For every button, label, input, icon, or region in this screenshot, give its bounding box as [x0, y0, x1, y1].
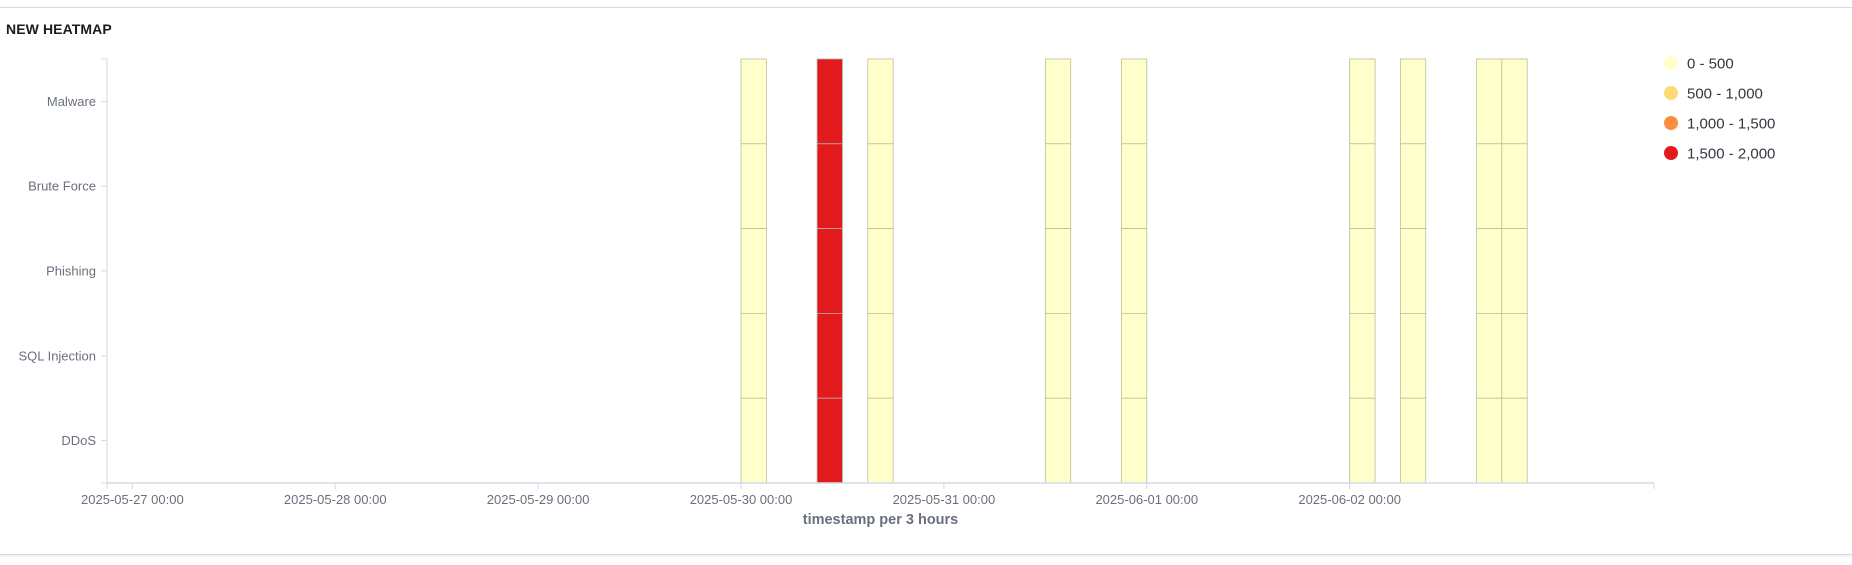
x-tick-label: 2025-05-28 00:00 [284, 492, 387, 507]
heatmap-cells [740, 58, 1528, 484]
heatmap-cell[interactable] [1121, 397, 1148, 484]
x-tick-label: 2025-05-30 00:00 [690, 492, 793, 507]
legend-swatch [1664, 86, 1678, 100]
legend-swatch [1664, 116, 1678, 130]
heatmap-cell[interactable] [1044, 58, 1072, 145]
heatmap-cell[interactable] [1476, 312, 1503, 399]
heatmap-cell[interactable] [1501, 143, 1528, 230]
heatmap-cell[interactable] [1399, 312, 1427, 399]
heatmap-cell[interactable] [1044, 228, 1072, 314]
x-tick-label: 2025-05-27 00:00 [81, 492, 184, 507]
heatmap-cell[interactable] [816, 228, 843, 314]
x-tick-label: 2025-06-01 00:00 [1095, 492, 1198, 507]
heatmap-cell[interactable] [816, 58, 843, 145]
heatmap-cell[interactable] [1349, 143, 1376, 230]
heatmap-cell[interactable] [1121, 312, 1148, 399]
y-tick-label: Brute Force [28, 179, 96, 194]
legend-swatch [1664, 146, 1678, 160]
heatmap-cell[interactable] [1349, 58, 1376, 145]
heatmap-cell[interactable] [816, 143, 843, 230]
heatmap-cell[interactable] [1044, 397, 1072, 484]
legend-item[interactable]: 1,500 - 2,000 [1664, 146, 1775, 163]
heatmap-cell[interactable] [1399, 228, 1427, 314]
x-tick-label: 2025-05-31 00:00 [893, 492, 996, 507]
heatmap-cell[interactable] [867, 397, 894, 484]
heatmap-cell[interactable] [867, 143, 894, 230]
legend-label: 1,500 - 2,000 [1687, 146, 1775, 163]
x-axis-title: timestamp per 3 hours [803, 512, 959, 528]
heatmap-cell[interactable] [1476, 143, 1503, 230]
y-tick-label: SQL Injection [18, 348, 96, 363]
legend-item[interactable]: 500 - 1,000 [1664, 86, 1763, 103]
heatmap-cell[interactable] [1349, 312, 1376, 399]
heatmap-axes: Malware Brute Force Phishing SQL Injection D… [18, 58, 1655, 528]
heatmap-cell[interactable] [816, 397, 843, 484]
heatmap-cell[interactable] [1349, 228, 1376, 314]
heatmap-cell[interactable] [740, 228, 767, 314]
heatmap-cell[interactable] [740, 143, 767, 230]
legend-label: 1,000 - 1,500 [1687, 116, 1775, 133]
legend-item[interactable]: 0 - 500 [1664, 56, 1734, 73]
heatmap-cell[interactable] [740, 58, 767, 145]
legend-label: 0 - 500 [1687, 56, 1734, 73]
heatmap-cell[interactable] [1399, 397, 1427, 484]
heatmap-cell[interactable] [867, 312, 894, 399]
heatmap-cell[interactable] [1399, 58, 1427, 145]
x-tick-label: 2025-06-02 00:00 [1298, 492, 1401, 507]
heatmap-panel: NEW HEATMAP [0, 7, 1852, 555]
legend-label: 500 - 1,000 [1687, 86, 1763, 103]
heatmap-cell[interactable] [1044, 143, 1072, 230]
heatmap-cell[interactable] [1476, 58, 1503, 145]
heatmap-cell[interactable] [1501, 397, 1528, 484]
legend-swatch [1664, 56, 1678, 70]
heatmap-cell[interactable] [867, 228, 894, 314]
heatmap-cell[interactable] [1121, 58, 1148, 145]
x-tick-label: 2025-05-29 00:00 [487, 492, 590, 507]
heatmap-cell[interactable] [816, 312, 843, 399]
y-tick-label: DDoS [61, 433, 96, 448]
heatmap-legend: 0 - 500 500 - 1,000 1,000 - 1,500 1,500 - 2… [1664, 56, 1775, 163]
heatmap-cell[interactable] [1121, 143, 1148, 230]
heatmap-cell[interactable] [1501, 228, 1528, 314]
heatmap-cell[interactable] [1476, 228, 1503, 314]
heatmap-cell[interactable] [740, 397, 767, 484]
heatmap-cell[interactable] [1476, 397, 1503, 484]
heatmap-cell[interactable] [1501, 312, 1528, 399]
y-tick-label: Phishing [46, 264, 96, 279]
panel-title: NEW HEATMAP [6, 21, 112, 37]
heatmap-cell[interactable] [867, 58, 894, 145]
heatmap-cell[interactable] [1501, 58, 1528, 145]
heatmap-cell[interactable] [1121, 228, 1148, 314]
heatmap-cell[interactable] [1349, 397, 1376, 484]
heatmap-cell[interactable] [1044, 312, 1072, 399]
heatmap-cell[interactable] [740, 312, 767, 399]
legend-item[interactable]: 1,000 - 1,500 [1664, 116, 1775, 133]
heatmap-cell[interactable] [1399, 143, 1427, 230]
y-tick-label: Malware [47, 94, 96, 109]
